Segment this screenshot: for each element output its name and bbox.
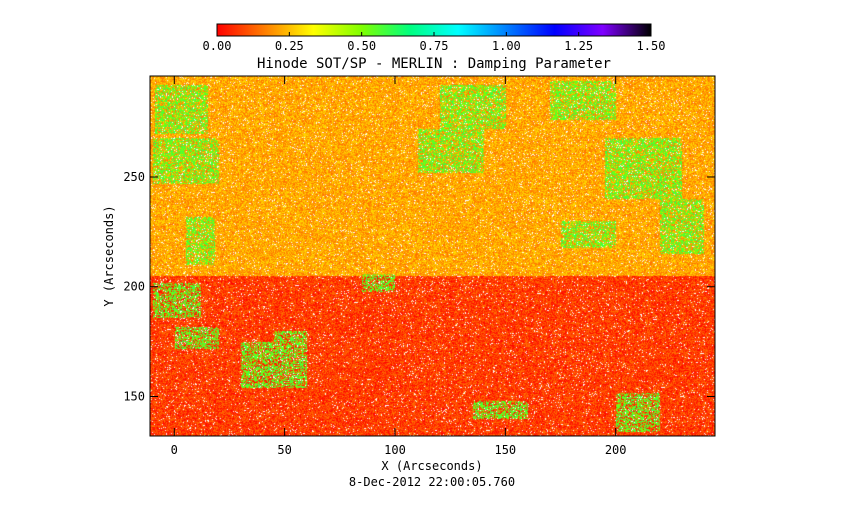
chart-title: Hinode SOT/SP - MERLIN : Damping Paramet…: [257, 56, 611, 72]
x-tick-label: 0: [171, 443, 178, 457]
colorbar-tick-label: 0.25: [275, 39, 304, 53]
colorbar-tick-label: 1.25: [564, 39, 593, 53]
y-axis: 150 200 250: [123, 170, 715, 403]
x-tick-label: 150: [494, 443, 516, 457]
date-footer: 8-Dec-2012 22:00:05.760: [349, 475, 515, 489]
plot-frame: [149, 75, 716, 437]
x-tick-label: 100: [384, 443, 406, 457]
y-tick-label: 200: [123, 280, 145, 294]
heatmap-image: [150, 76, 715, 436]
x-tick-label: 50: [277, 443, 291, 457]
y-tick-label: 250: [123, 170, 145, 184]
y-tick-label: 150: [123, 389, 145, 403]
x-axis: 0 50 100 150 200: [171, 76, 627, 457]
x-tick-label: 200: [605, 443, 627, 457]
colorbar-tick-label: 0.00: [203, 39, 232, 53]
plot-area: [149, 75, 716, 437]
x-axis-label: X (Arcseconds): [381, 459, 482, 473]
colorbar: 0.00 0.25 0.50 0.75 1.00 1.25 1.50: [203, 23, 666, 53]
y-axis-label: Y (Arcseconds): [102, 205, 116, 306]
colorbar-tick-label: 1.00: [492, 39, 521, 53]
colorbar-tick-label: 1.50: [637, 39, 666, 53]
colorbar-ticks: 0.00 0.25 0.50 0.75 1.00 1.25 1.50: [203, 32, 666, 53]
colorbar-tick-label: 0.75: [420, 39, 449, 53]
colorbar-tick-label: 0.50: [347, 39, 376, 53]
